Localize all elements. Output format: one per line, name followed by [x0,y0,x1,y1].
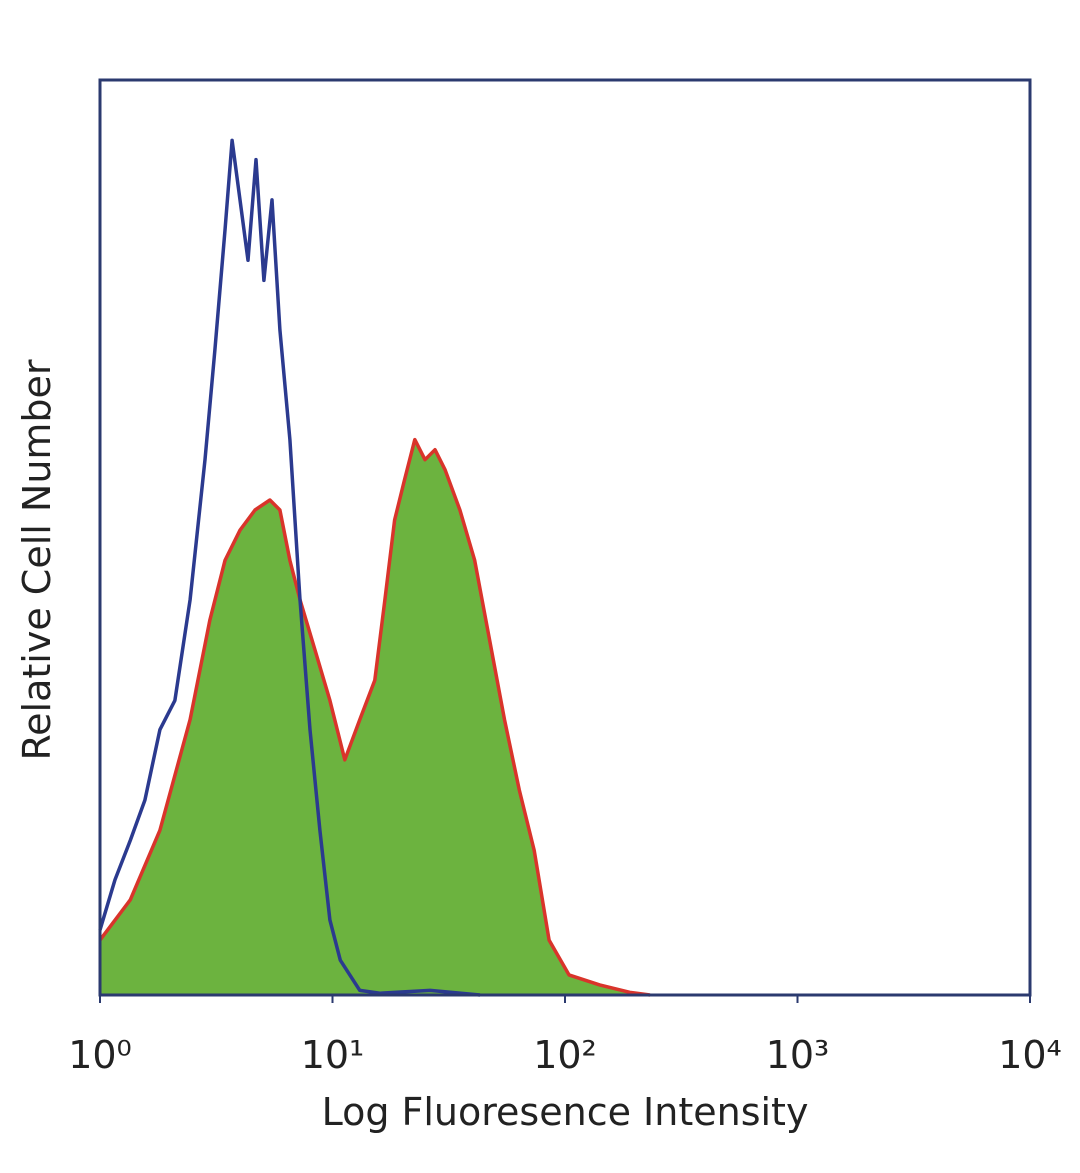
x-tick-label: 10¹ [301,1033,365,1077]
line [98,138,481,997]
y-axis-label: Relative Cell Number [15,359,59,760]
x-tick-label: 10⁰ [68,1033,132,1077]
area [100,439,650,996]
x-tick-label: 10³ [766,1033,830,1077]
x-tick-label: 10⁴ [998,1033,1062,1077]
line [98,437,651,997]
x-tick-label: 10² [533,1033,597,1077]
x-axis-label: Log Fluoresence Intensity [322,1090,809,1134]
